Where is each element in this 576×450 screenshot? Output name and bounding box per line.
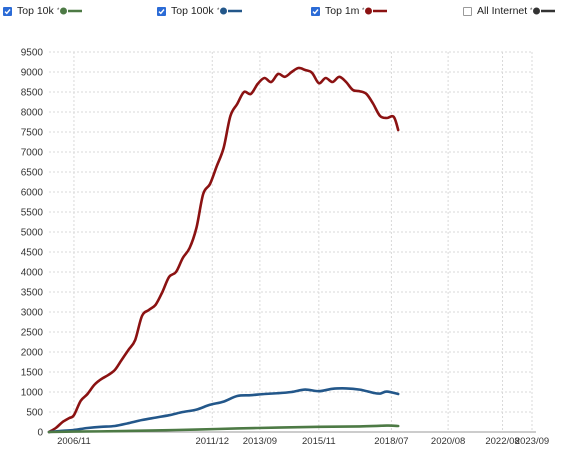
x-tick-label: 2018/07	[374, 436, 408, 447]
x-tick-label: 2022/08	[485, 436, 519, 447]
legend-checkbox[interactable]	[463, 6, 472, 16]
y-tick-label: 0	[37, 428, 43, 439]
legend-line-marker-icon: *	[217, 6, 243, 16]
y-tick-label: 4500	[21, 248, 44, 259]
legend-checkbox[interactable]	[157, 6, 166, 16]
legend-item-top-10k[interactable]: Top 10k *	[3, 2, 83, 20]
legend-line-marker-icon: *	[530, 6, 556, 16]
legend-item-all-internet[interactable]: All Internet *	[463, 2, 556, 20]
legend-label: Top 1m	[325, 5, 360, 17]
y-tick-label: 1500	[21, 368, 44, 379]
y-tick-label: 7500	[21, 128, 44, 139]
legend-label: Top 10k	[17, 5, 54, 17]
svg-text:*: *	[57, 8, 60, 14]
y-tick-label: 7000	[21, 148, 44, 159]
svg-text:*: *	[217, 8, 220, 14]
y-tick-label: 9000	[21, 68, 44, 79]
legend-item-top-1m[interactable]: Top 1m *	[311, 2, 388, 20]
y-tick-label: 1000	[21, 388, 44, 399]
y-tick-label: 3500	[21, 288, 44, 299]
y-tick-label: 6000	[21, 188, 44, 199]
y-tick-label: 5000	[21, 228, 44, 239]
y-tick-label: 8500	[21, 88, 44, 99]
legend-line-marker-icon: *	[57, 6, 83, 16]
x-tick-label: 2006/11	[57, 436, 91, 447]
series-line-top-100k	[47, 387, 400, 434]
y-tick-label: 6500	[21, 168, 44, 179]
x-tick-label: 2020/08	[431, 436, 465, 447]
x-tick-label: 2013/09	[243, 436, 277, 447]
chart-legend: Top 10k * Top 100k * Top 1m * All Intern…	[0, 2, 576, 20]
svg-text:*: *	[530, 8, 533, 14]
y-tick-label: 3000	[21, 308, 44, 319]
series-line-top-10k	[47, 424, 400, 434]
y-tick-label: 9500	[21, 48, 44, 59]
legend-label: All Internet	[477, 5, 528, 17]
series-line-top-1m	[47, 66, 400, 434]
y-tick-label: 500	[26, 408, 43, 419]
svg-text:*: *	[362, 8, 365, 14]
x-tick-label: 2023/09	[515, 436, 549, 447]
y-tick-label: 4000	[21, 268, 44, 279]
y-tick-label: 8000	[21, 108, 44, 119]
legend-line-marker-icon: *	[362, 6, 388, 16]
legend-label: Top 100k	[171, 5, 214, 17]
x-tick-label: 2011/12	[195, 436, 229, 447]
legend-checkbox[interactable]	[3, 6, 12, 16]
y-tick-label: 5500	[21, 208, 44, 219]
x-tick-label: 2015/11	[302, 436, 336, 447]
y-tick-label: 2500	[21, 328, 44, 339]
legend-checkbox[interactable]	[311, 6, 320, 16]
legend-item-top-100k[interactable]: Top 100k *	[157, 2, 243, 20]
y-tick-label: 2000	[21, 348, 44, 359]
